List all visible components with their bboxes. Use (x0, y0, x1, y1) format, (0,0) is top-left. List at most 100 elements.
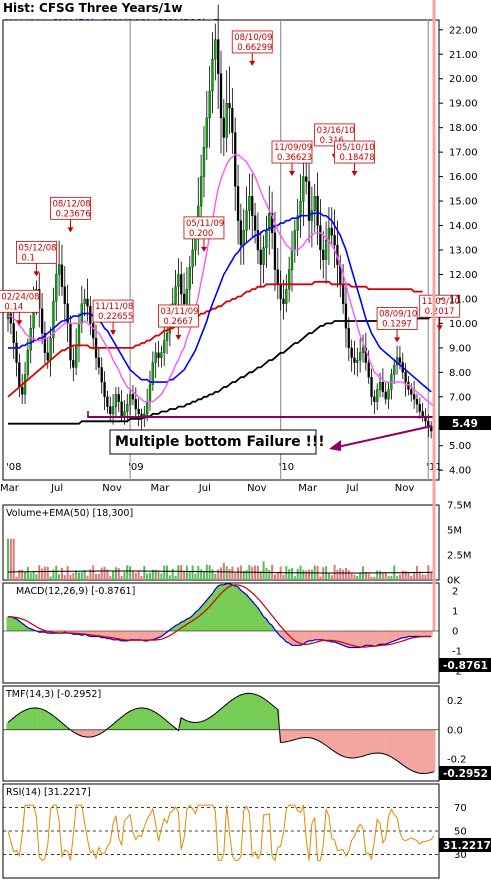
volume-bar (109, 576, 112, 580)
tmf-tick-label: -0.2 (447, 755, 467, 766)
price-bar-body (137, 408, 140, 415)
price-bar-body (404, 372, 407, 383)
volume-bar (319, 576, 322, 580)
volume-bar (112, 571, 115, 580)
earnings-annotation: 08/12/080.23676 (50, 196, 91, 233)
price-bar-body (202, 147, 206, 177)
volume-bar (413, 572, 416, 580)
volume-bar (63, 575, 66, 580)
volume-bar (401, 570, 404, 580)
price-bar-body (313, 196, 316, 212)
earnings-date: 08/12/08 (52, 199, 90, 209)
earnings-date: 08/10/09 (234, 33, 272, 43)
volume-bar (100, 567, 103, 580)
price-bar-body (322, 249, 325, 260)
price-bar-body (69, 323, 72, 361)
price-tick-label: 8.00 (449, 368, 471, 379)
volume-bar (344, 567, 347, 580)
price-bar-body (265, 230, 268, 248)
volume-bar (149, 572, 151, 580)
volume-bar (225, 566, 228, 580)
x-tick-label: Mar (0, 483, 20, 494)
price-tick-label: 21.00 (449, 50, 478, 61)
volume-bar (123, 571, 126, 580)
volume-bar (38, 565, 41, 580)
volume-bar (78, 572, 80, 580)
price-bar-body (373, 396, 376, 402)
volume-bar (293, 576, 296, 580)
price-bar-body (378, 381, 382, 390)
price-bar-body (418, 403, 421, 412)
price-bar-body (126, 403, 129, 412)
price-bar-body (174, 286, 177, 304)
volume-bar (129, 566, 132, 580)
volume-bar (15, 576, 18, 580)
price-bar-body (86, 298, 89, 307)
price-tick-label: 22.00 (449, 25, 478, 36)
price-bar-body (23, 374, 27, 395)
price-bar-body (211, 58, 214, 92)
price-bar-body (387, 389, 390, 400)
volume-bar (55, 565, 58, 580)
volume-bar (228, 569, 231, 580)
price-bar-body (259, 249, 262, 265)
earnings-annotation: 08/10/090.66299 (231, 30, 273, 66)
price-bar-body (293, 230, 296, 251)
price-tick-label: 20.00 (449, 74, 478, 85)
price-bar-body (245, 210, 248, 231)
volume-bar (418, 571, 421, 580)
price-bar-body (222, 117, 225, 138)
price-bar-body (236, 186, 240, 221)
volume-bar (131, 571, 134, 580)
price-bar-body (282, 298, 285, 304)
volume-bar (288, 569, 291, 580)
volume-bar (66, 566, 69, 580)
price-bar-body (26, 350, 30, 375)
price-bar-body (381, 381, 385, 393)
callout-box (109, 429, 317, 455)
price-tick-label: 19.00 (449, 99, 478, 110)
price-bar-body (225, 103, 228, 138)
price-bar-body (111, 406, 115, 415)
price-bar-body (114, 394, 118, 407)
price-bar-body (427, 421, 430, 427)
macd-last-badge (439, 658, 491, 672)
volume-bar (404, 571, 407, 580)
tmf-last-badge (439, 766, 491, 780)
volume-bar (208, 565, 211, 580)
volume-bar (308, 569, 311, 580)
price-bar-body (288, 269, 291, 290)
volume-bar (381, 572, 384, 580)
price-bar-body (123, 411, 126, 417)
price-bar-body (66, 303, 69, 324)
price-bar-body (106, 396, 109, 407)
volume-bar (296, 568, 299, 580)
price-bar-body (285, 288, 288, 304)
volume-bar (120, 575, 123, 580)
x-tick-label: Mar (151, 483, 171, 494)
price-tick-label: 16.00 (449, 172, 478, 183)
price-bar-body (412, 394, 416, 400)
price-bar-body (55, 274, 58, 302)
price-bar-body (347, 328, 350, 349)
earnings-value: 0.2017 (425, 307, 455, 317)
volume-bar (168, 575, 171, 580)
volume-bar (242, 571, 245, 580)
price-bar-body (49, 337, 52, 361)
price-bar-body (109, 406, 112, 415)
price-bar-body (370, 377, 373, 397)
volume-bar (421, 574, 424, 580)
price-bar-body (151, 362, 154, 385)
price-bar-body (75, 345, 78, 368)
volume-bar (157, 570, 160, 580)
price-bar-body (160, 352, 163, 358)
volume-bar (197, 565, 200, 580)
price-bar-body (157, 352, 160, 358)
earnings-date: 03/11/09 (160, 307, 198, 317)
price-bar-body (253, 215, 257, 231)
price-bar-body (410, 389, 413, 395)
earnings-value: 0.22655 (98, 312, 133, 322)
volume-bar (350, 573, 353, 580)
earnings-annotation: 02/24/080.14 (0, 289, 40, 326)
